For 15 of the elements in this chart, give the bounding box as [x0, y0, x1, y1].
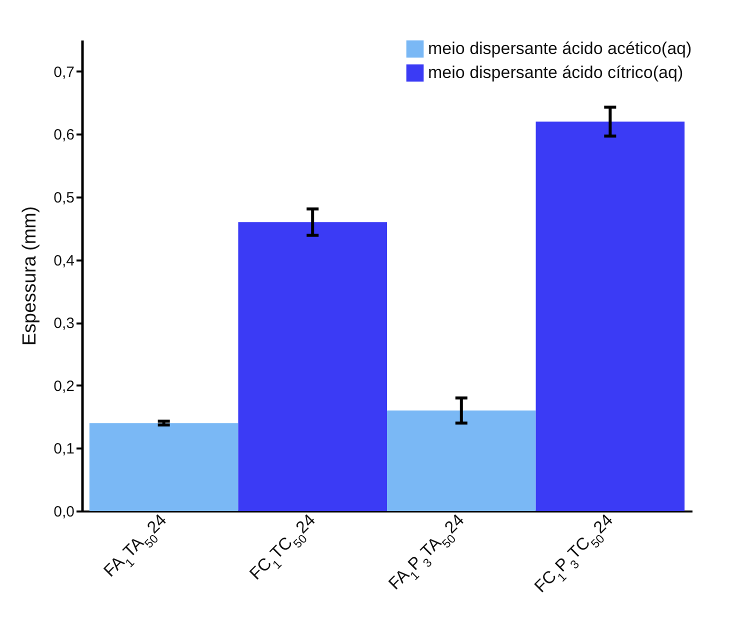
legend-label: meio dispersante ácido cítrico(aq) [428, 63, 684, 82]
bar [536, 122, 685, 511]
y-tick-label: 0,6 [54, 126, 74, 144]
y-tick-label: 0,4 [54, 252, 74, 270]
y-tick-label: 0,0 [54, 504, 74, 520]
y-tick-label: 0,7 [54, 64, 74, 81]
y-axis-title: Espessura (mm) [20, 206, 41, 346]
y-tick-label: 0,5 [54, 190, 74, 206]
bar [89, 423, 238, 511]
y-tick-label: 0,3 [54, 315, 74, 332]
bar [387, 410, 536, 511]
y-tick-label: 0,2 [54, 378, 74, 395]
y-tick-label: 0,1 [54, 440, 74, 458]
legend-label: meio dispersante ácido acético(aq) [428, 39, 692, 58]
bar [238, 222, 387, 511]
